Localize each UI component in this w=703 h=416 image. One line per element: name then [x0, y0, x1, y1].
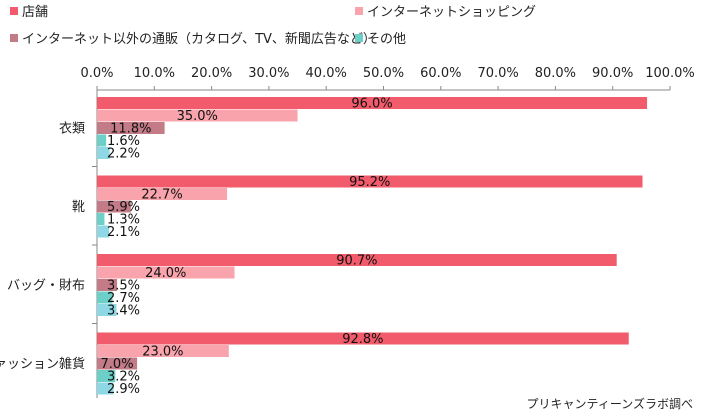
value-label: 3.4%: [107, 304, 140, 319]
bar: [97, 188, 228, 200]
bar: [97, 200, 131, 213]
x-tick-label: 40.0%: [306, 66, 347, 81]
category-label: バッグ・財布: [7, 278, 85, 293]
legend-swatch-1: [10, 7, 18, 15]
legend-swatch-3: [10, 34, 18, 42]
value-label: 1.6%: [107, 134, 140, 149]
bar: [97, 382, 114, 395]
bars: [97, 97, 648, 395]
value-label: 2.1%: [107, 225, 140, 240]
x-tick-label: 20.0%: [191, 66, 232, 81]
bar: [97, 291, 113, 304]
bar: [97, 345, 229, 357]
legend-label-4: その他: [367, 32, 406, 47]
x-tick-label: 0.0%: [80, 66, 113, 81]
bar: [97, 357, 138, 370]
x-tick-label: 100.0%: [645, 66, 695, 81]
value-label: 22.7%: [141, 188, 182, 203]
category-label: ファッション雑貨: [0, 356, 85, 372]
bar: [97, 304, 117, 316]
value-label: 90.7%: [336, 254, 377, 269]
value-label: 1.3%: [107, 213, 140, 228]
x-tick-label: 10.0%: [134, 66, 175, 81]
value-label: 95.2%: [349, 175, 390, 190]
value-labels: 96.0% 35.0% 11.8%1.6%2.2% 95.2% 22.7%5.9%1.3…: [101, 97, 393, 398]
category-label: 靴: [72, 200, 85, 215]
value-label: 7.0%: [101, 357, 134, 372]
bar: [97, 147, 110, 159]
legend-label-3: インターネット以外の通販（カタログ、TV、新聞広告など）: [22, 31, 376, 47]
x-tick-label: 50.0%: [363, 66, 404, 81]
bar: [97, 97, 648, 109]
legend-swatch-4: [355, 34, 363, 42]
value-label: 3.2%: [107, 370, 140, 385]
source-note: プリキャンティーンズラボ調べ: [526, 397, 693, 411]
bar: [97, 370, 116, 382]
value-label: 5.9%: [107, 200, 140, 215]
x-tick-label: 80.0%: [535, 66, 576, 81]
value-label: 35.0%: [177, 109, 218, 124]
value-label: 2.2%: [107, 147, 140, 162]
value-label: 23.0%: [142, 345, 183, 360]
bar: [97, 175, 643, 188]
value-label: 2.9%: [107, 382, 140, 397]
bar: [97, 134, 107, 147]
bar: [97, 213, 105, 225]
value-label: 24.0%: [145, 266, 186, 281]
value-label: 2.7%: [107, 291, 140, 306]
value-label: 11.8%: [110, 122, 151, 137]
bar: [97, 109, 298, 122]
x-tick-label: 90.0%: [592, 66, 633, 81]
category-label: 衣類: [59, 120, 85, 136]
value-label: 92.8%: [342, 332, 383, 347]
bar: [97, 122, 165, 134]
bar: [97, 279, 118, 291]
x-tick-label: 70.0%: [477, 66, 518, 81]
legend-label-2: インターネットショッピング: [367, 5, 536, 20]
legend-label-1: 店舗: [22, 5, 48, 20]
bar: [97, 332, 629, 345]
bar: [97, 254, 617, 266]
legend: 店舗 インターネットショッピングインターネット以外の通販（カタログ、TV、新聞広告…: [10, 5, 536, 47]
x-axis: 0.0% 10.0% 20.0% 30.0% 40.0% 50.0% 60.0% 70.0% 8…: [80, 66, 695, 398]
bar: [97, 266, 235, 279]
value-label: 96.0%: [351, 97, 392, 112]
x-tick-label: 60.0%: [420, 66, 461, 81]
x-tick-label: 30.0%: [248, 66, 289, 81]
bar: [97, 225, 110, 238]
value-label: 3.5%: [107, 279, 140, 294]
legend-swatch-2: [355, 7, 363, 15]
